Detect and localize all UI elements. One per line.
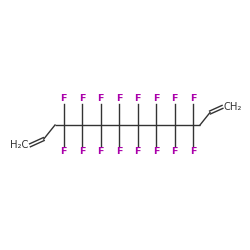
Text: CH₂: CH₂ — [224, 102, 242, 112]
Text: F: F — [134, 94, 141, 103]
Text: F: F — [190, 94, 196, 103]
Text: F: F — [116, 147, 122, 156]
Text: F: F — [116, 94, 122, 103]
Text: F: F — [79, 147, 86, 156]
Text: F: F — [60, 94, 67, 103]
Text: F: F — [190, 147, 196, 156]
Text: F: F — [98, 147, 104, 156]
Text: F: F — [60, 147, 67, 156]
Text: F: F — [79, 94, 86, 103]
Text: F: F — [172, 147, 178, 156]
Text: F: F — [153, 147, 160, 156]
Text: F: F — [153, 94, 160, 103]
Text: H₂C: H₂C — [10, 140, 29, 150]
Text: F: F — [98, 94, 104, 103]
Text: F: F — [172, 94, 178, 103]
Text: F: F — [134, 147, 141, 156]
